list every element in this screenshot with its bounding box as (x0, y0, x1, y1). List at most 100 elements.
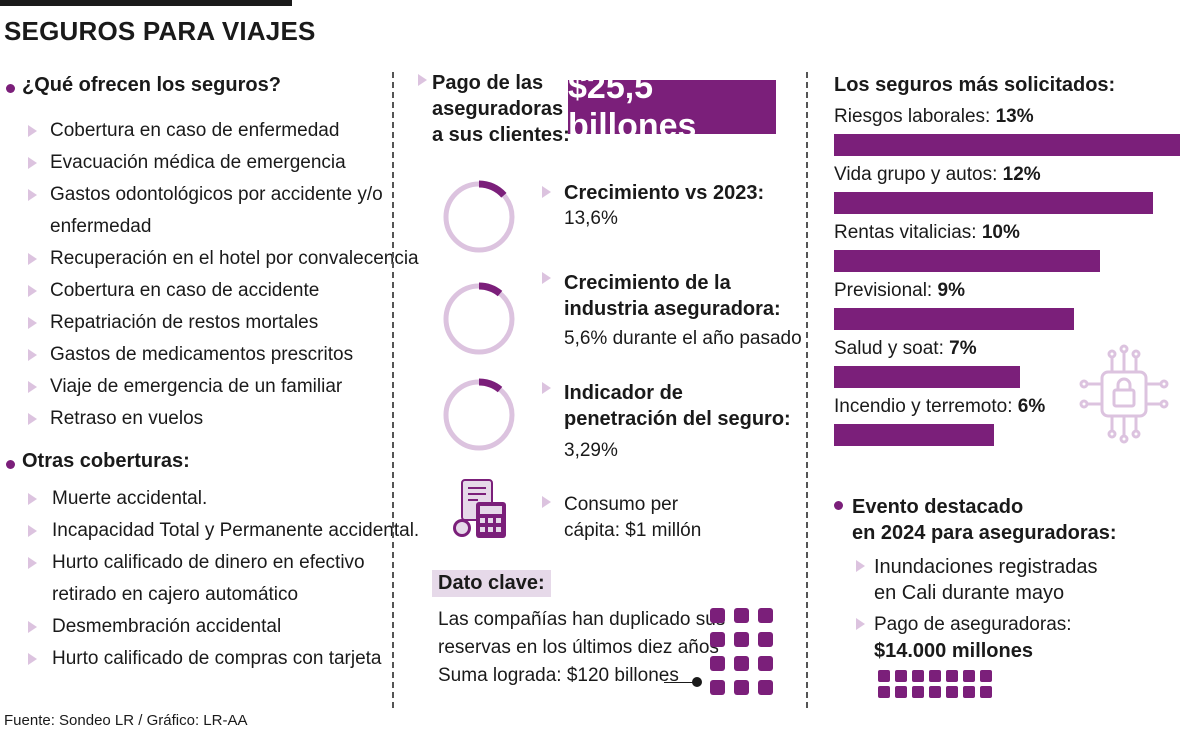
bullet-triangle (28, 557, 37, 569)
section2-title: Otras coberturas: (22, 450, 190, 472)
stat1-value: 13,6% (564, 208, 618, 229)
consumo-label: cápita: (564, 520, 626, 541)
bar-label: Vida grupo y autos: 12% (834, 164, 1041, 186)
donut-crecimiento (443, 180, 515, 253)
stat3-label: Indicador de penetración del seguro: (564, 380, 791, 432)
bar-rect (834, 250, 1100, 272)
bullet-triangle (542, 382, 551, 394)
bar-category: Salud y soat: (834, 338, 950, 359)
list-item: Recuperación en el hotel por convalecenc… (50, 248, 419, 269)
bar-value: 13% (995, 106, 1034, 127)
stat2-value: 5,6% durante el año pasado (564, 328, 802, 350)
donut-industria (443, 282, 515, 355)
bullet-triangle (542, 186, 551, 198)
bullet-triangle (28, 157, 37, 169)
bar-category: Riesgos laborales: (834, 106, 996, 127)
bullet-triangle (28, 413, 37, 425)
bar-rect (834, 308, 1074, 330)
bar-rect (834, 192, 1153, 214)
bar-category: Rentas vitalicias: (834, 222, 982, 243)
evento-item-value: $14.000 millones (874, 640, 1033, 662)
bullet-triangle (28, 125, 37, 137)
bullet-triangle (28, 621, 37, 633)
pago-label: Pago de las aseguradoras a sus clientes: (432, 70, 570, 148)
list-item: Desmembración accidental (52, 616, 282, 637)
bar-value: 9% (937, 280, 965, 301)
evento-item-inundaciones: Inundaciones registradas en Cali durante… (874, 554, 1097, 606)
column-divider (806, 72, 808, 708)
bar-value: 12% (1002, 164, 1041, 185)
bar-category: Previsional: (834, 280, 938, 301)
grid-square (758, 632, 773, 647)
bar-rect (834, 366, 1020, 388)
stat3-value: 3,29% (564, 440, 618, 461)
stat3-label-line: penetración del seguro: (564, 408, 791, 430)
bullet-dot (6, 84, 15, 93)
invoice-calculator-icon (453, 479, 506, 538)
donut-arc (478, 282, 503, 297)
evento-title-line: Evento destacado (852, 496, 1024, 518)
cyber-lock-icon (1079, 344, 1169, 444)
consumo-value: $1 millón (625, 520, 702, 541)
section1-title: ¿Qué ofrecen los seguros? (22, 74, 281, 96)
grid-square (710, 632, 725, 647)
pago-value-box: $25,5 billones (568, 68, 776, 145)
list-item: Viaje de emergencia de un familiar (50, 376, 343, 397)
bar-category: Incendio y terremoto: (834, 396, 1018, 417)
connector-dot (692, 677, 702, 687)
bar-value: 6% (1017, 396, 1046, 417)
bar-rect (834, 424, 994, 446)
dato-text: Las compañías han duplicado sus reservas… (438, 606, 725, 690)
bar-label: Salud y soat: 7% (834, 338, 977, 360)
evento-title: Evento destacado en 2024 para asegurador… (852, 494, 1117, 546)
list-item: retirado en cajero automático (52, 584, 299, 605)
evento-title-line: en 2024 para aseguradoras: (852, 522, 1117, 544)
pago-label-line: a sus clientes: (432, 124, 570, 146)
bullet-triangle (28, 189, 37, 201)
bullet-triangle (856, 560, 865, 572)
pago-label-line: Pago de las (432, 72, 544, 94)
bullet-triangle (28, 317, 37, 329)
consumo-line: Consumo per (564, 494, 679, 515)
evento-item-line: Pago de aseguradoras: (874, 614, 1072, 635)
stat2-suffix: durante el año pasado (607, 328, 802, 349)
solicitados-title: Los seguros más solicitados: (834, 74, 1116, 96)
stat1-label: Crecimiento vs 2023: (564, 182, 765, 204)
grid-square (878, 686, 890, 698)
list-item: Gastos de medicamentos prescritos (50, 344, 354, 365)
dato-line: Las compañías han duplicado sus (438, 609, 726, 630)
grid-square (963, 670, 975, 682)
dato-clave-title: Dato clave: (432, 570, 551, 597)
grid-square (710, 608, 725, 623)
grid-square (758, 680, 773, 695)
grid-square (980, 670, 992, 682)
grid-square (912, 670, 924, 682)
list-item: Retraso en vuelos (50, 408, 204, 429)
stat3-label-line: Indicador de (564, 382, 683, 404)
list-item: Muerte accidental. (52, 488, 208, 509)
consumo-line: cápita: $1 millón (564, 518, 701, 544)
bullet-triangle (28, 349, 37, 361)
list-item: Gastos odontológicos por accidente y/o (50, 184, 383, 205)
dato-sum-label: Suma lograda: (438, 665, 567, 686)
grid-square (895, 670, 907, 682)
bullet-triangle (28, 285, 37, 297)
bullet-triangle (28, 525, 37, 537)
bullet-dot (834, 501, 843, 510)
donut-arc (478, 180, 507, 198)
list-item: Hurto calificado de compras con tarjeta (52, 648, 382, 669)
grid-square (710, 680, 725, 695)
bar-category: Vida grupo y autos: (834, 164, 1003, 185)
grid-square (758, 656, 773, 671)
bullet-triangle (856, 618, 865, 630)
list-item: Repatriación de restos mortales (50, 312, 319, 333)
bar-label: Rentas vitalicias: 10% (834, 222, 1020, 244)
stat2-label-line: industria aseguradora: (564, 298, 781, 320)
grid-square (963, 686, 975, 698)
connector-line (664, 682, 694, 683)
grid-square (878, 670, 890, 682)
list-item: Cobertura en caso de enfermedad (50, 120, 340, 141)
grid-square (946, 670, 958, 682)
donut-arc (478, 378, 503, 393)
stat2-number: 5,6% (564, 328, 608, 349)
